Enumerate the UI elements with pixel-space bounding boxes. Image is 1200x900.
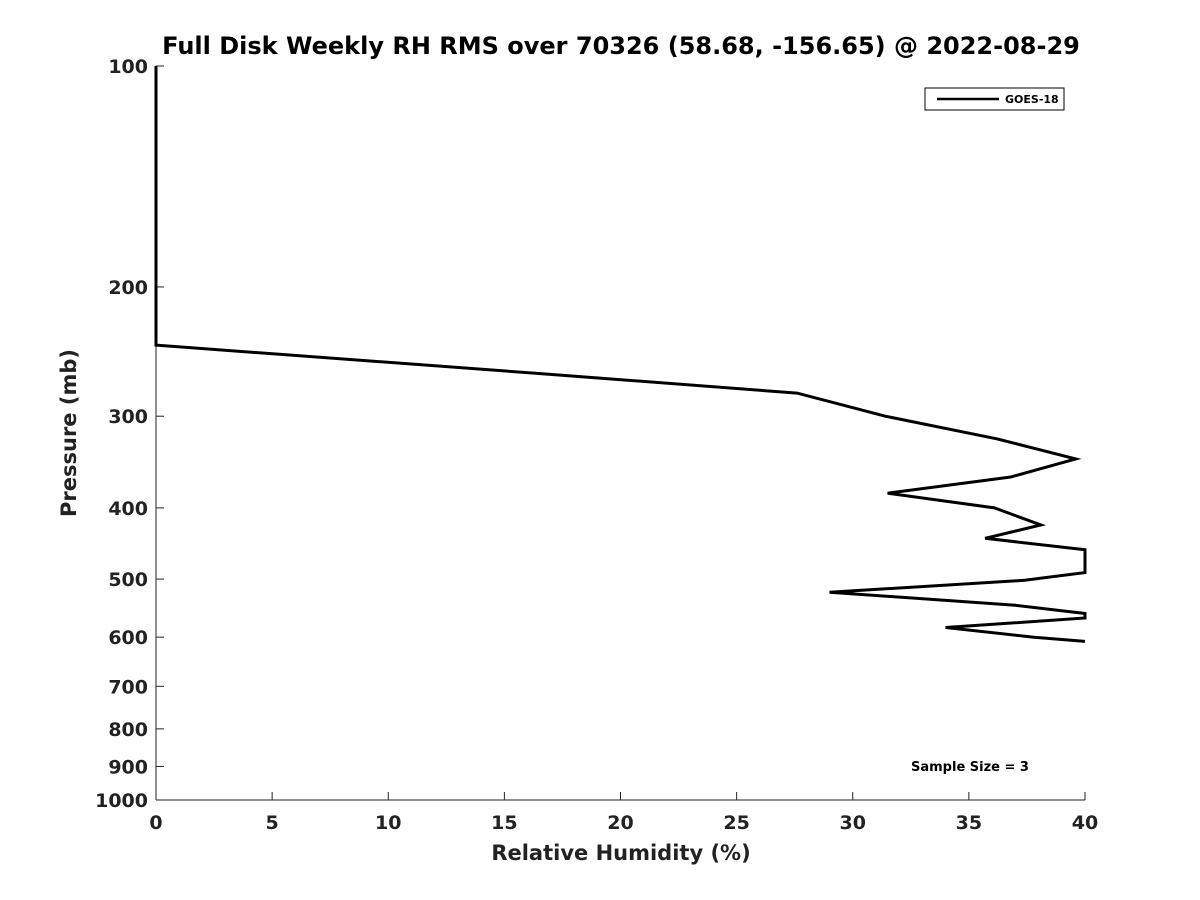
y-tick-label: 300 bbox=[108, 406, 148, 428]
y-tick-label: 1000 bbox=[95, 790, 148, 812]
x-tick-label: 30 bbox=[840, 812, 866, 834]
x-tick-label: 5 bbox=[266, 812, 279, 834]
y-tick-label: 200 bbox=[108, 277, 148, 299]
legend-label-goes-18: GOES-18 bbox=[1005, 93, 1059, 106]
y-tick-label: 100 bbox=[108, 56, 148, 78]
x-axis-ticks: 0 5 10 15 20 25 30 35 40 bbox=[149, 792, 1098, 834]
x-tick-label: 40 bbox=[1072, 812, 1098, 834]
x-tick-label: 20 bbox=[607, 812, 633, 834]
sample-size-annotation: Sample Size = 3 bbox=[911, 760, 1029, 775]
x-tick-label: 25 bbox=[723, 812, 749, 834]
x-tick-label: 35 bbox=[956, 812, 982, 834]
y-tick-label: 700 bbox=[108, 676, 148, 698]
series-line-goes-18 bbox=[154, 66, 1087, 643]
series-layer bbox=[154, 66, 1087, 643]
legend: GOES-18 bbox=[924, 87, 1065, 111]
chart-title: Full Disk Weekly RH RMS over 70326 (58.6… bbox=[162, 32, 1080, 60]
y-axis-label: Pressure (mb) bbox=[57, 349, 81, 517]
x-tick-label: 15 bbox=[491, 812, 517, 834]
x-tick-label: 0 bbox=[149, 812, 162, 834]
y-tick-label: 500 bbox=[108, 569, 148, 591]
plot-area bbox=[155, 66, 1085, 801]
y-tick-label: 400 bbox=[108, 498, 148, 520]
x-tick-label: 10 bbox=[375, 812, 401, 834]
y-tick-label: 900 bbox=[108, 756, 148, 778]
y-tick-label: 600 bbox=[108, 627, 148, 649]
y-tick-label: 800 bbox=[108, 719, 148, 741]
x-axis-label: Relative Humidity (%) bbox=[491, 841, 750, 865]
y-axis-ticks: 100 200 300 400 500 600 700 800 900 1000 bbox=[95, 56, 164, 812]
